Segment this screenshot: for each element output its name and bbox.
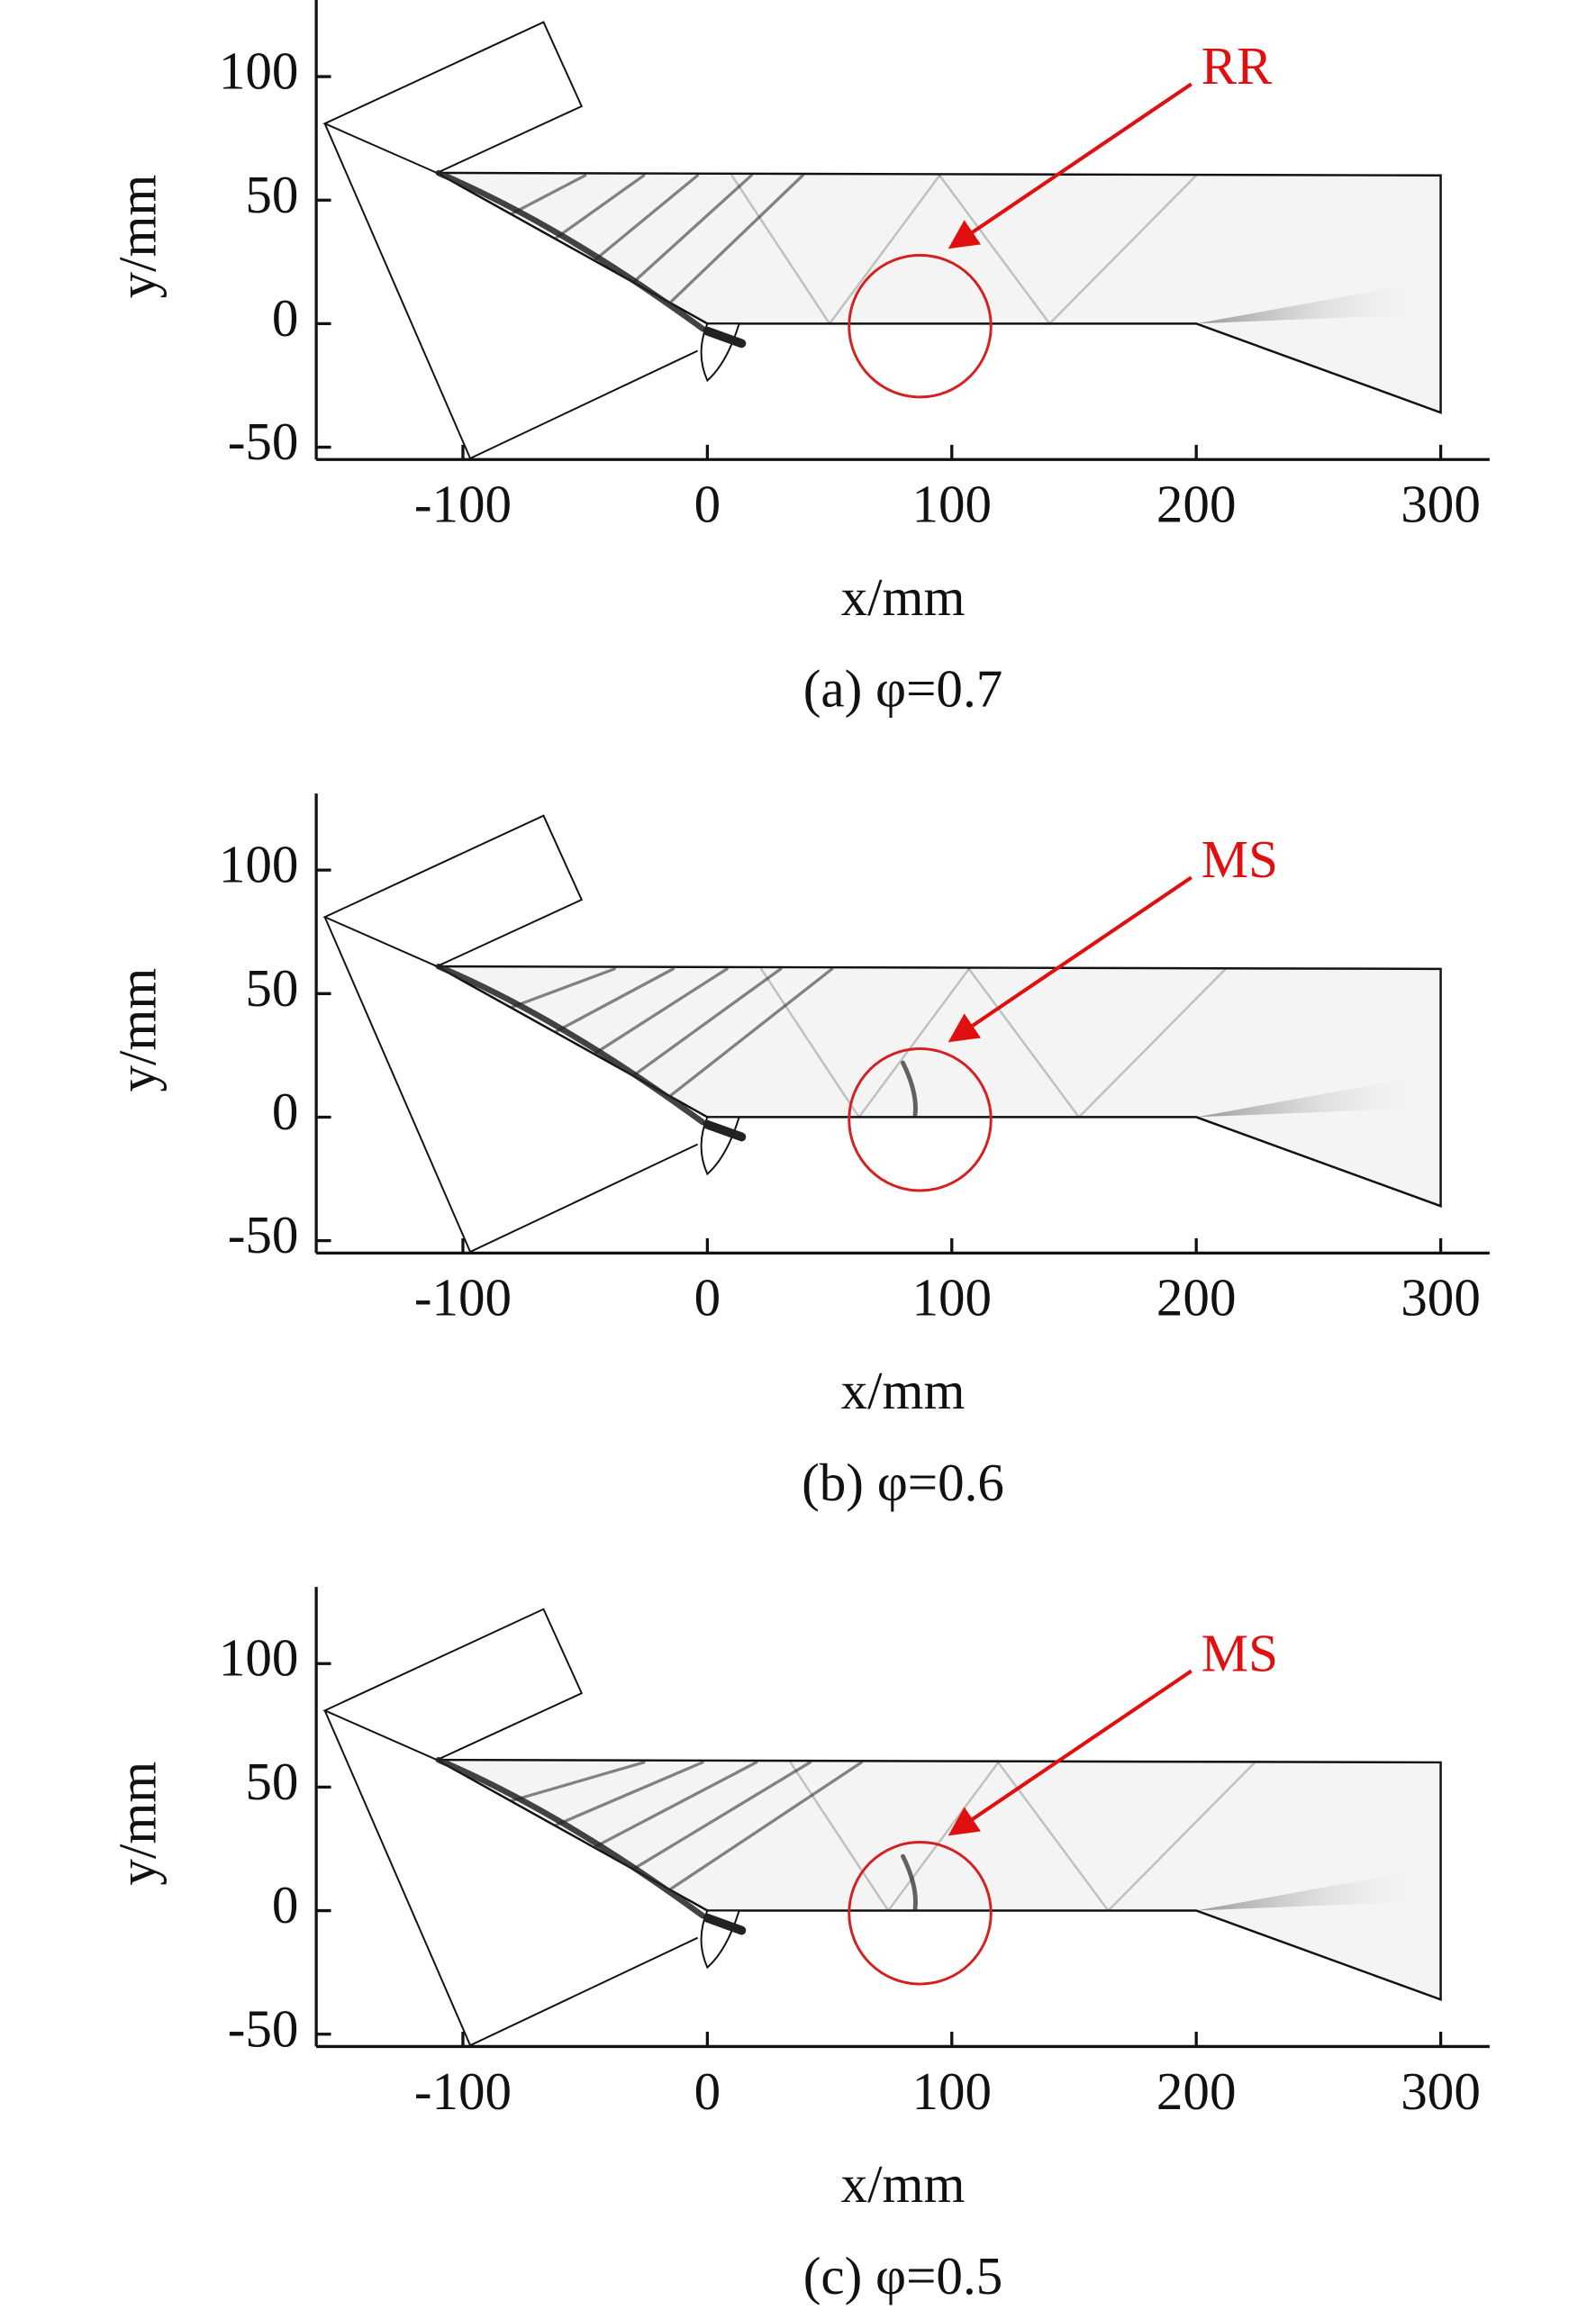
channel [432, 965, 1442, 1208]
x-tick-label: 100 [911, 1268, 992, 1327]
ramp-shock [435, 169, 706, 332]
reflected-shock [632, 967, 783, 1077]
y-tick-label: 100 [219, 1628, 299, 1688]
x-tick-label: 300 [1401, 1268, 1481, 1327]
y-axis-label: y/mm [108, 175, 168, 299]
reflected-shock [632, 1761, 812, 1871]
x-tick-label: 300 [1401, 475, 1481, 534]
x-tick-label: -100 [414, 1268, 512, 1327]
cowl-shock [703, 1119, 747, 1142]
wave [997, 1761, 1110, 1912]
reflected-shock [593, 967, 729, 1055]
y-tick-label: -50 [228, 1998, 299, 2058]
reflected-shock [593, 174, 700, 262]
x-tick-label: -100 [414, 2061, 512, 2121]
y-tick-label: 0 [272, 1082, 299, 1141]
reflected-shock [669, 174, 804, 304]
upper-body [322, 1608, 584, 1762]
x-tick-label: 0 [694, 1268, 721, 1327]
channel [432, 1758, 1442, 2002]
cowl-shock [703, 326, 747, 349]
reflected-shock [632, 174, 753, 284]
highlight-circle [848, 1046, 993, 1192]
mach-stem [901, 1060, 918, 1118]
ramp-shock [435, 963, 706, 1126]
y-axis-label: y/mm [108, 968, 168, 1092]
y-tick-label: -50 [228, 412, 299, 471]
y-tick-label: 0 [272, 1875, 299, 1934]
y-tick-label: 100 [219, 835, 299, 894]
x-tick-label: 300 [1401, 2061, 1481, 2121]
reflected-shock [669, 967, 834, 1098]
annotation-label: MS [1202, 829, 1278, 889]
caption: (b) φ=0.6 [802, 1453, 1004, 1512]
annotation-label: MS [1202, 1623, 1278, 1682]
y-tick-label: 0 [272, 288, 299, 348]
panel: MS -50 0 50 100 -100 0 100 200 300 x/mm y/mm (b) φ=0… [108, 793, 1490, 1512]
y-tick-label: -50 [228, 1205, 299, 1264]
wave [789, 1761, 890, 1912]
x-axis-label: x/mm [841, 567, 966, 627]
reflected-shock [510, 1761, 646, 1803]
highlight-circle [848, 253, 993, 399]
wave [730, 174, 831, 325]
panel: MS -50 0 50 100 -100 0 100 200 300 x/mm y/mm (c) φ=0… [108, 1587, 1490, 2305]
cowl-shock [703, 1913, 747, 1935]
annotation-arrow [948, 1669, 1192, 1836]
mach-stem [901, 1853, 918, 1911]
reflected-shock [554, 174, 646, 240]
reflected-shock [510, 174, 587, 215]
x-tick-label: 200 [1156, 1268, 1237, 1327]
x-tick-label: 200 [1156, 2061, 1237, 2121]
wave [828, 174, 941, 325]
reflected-shock [554, 967, 676, 1034]
wave [886, 1761, 1000, 1912]
x-tick-label: 0 [694, 475, 721, 534]
panel: RR -50 0 50 100 -100 0 100 200 300 x/mm y/mm (a) φ=0… [108, 0, 1490, 719]
wave [759, 967, 860, 1119]
caption: (a) φ=0.7 [803, 659, 1002, 719]
reflected-shock [554, 1761, 704, 1827]
annotation-arrow [948, 82, 1192, 249]
y-tick-label: 50 [245, 958, 298, 1018]
highlight-circle [848, 1841, 993, 1986]
y-tick-label: 50 [245, 165, 298, 224]
wave [1107, 1761, 1256, 1912]
wave [1077, 967, 1227, 1119]
caption: (c) φ=0.5 [803, 2246, 1002, 2305]
reflected-shock [669, 1761, 863, 1891]
upper-body [322, 21, 584, 175]
x-axis-label: x/mm [841, 2154, 966, 2214]
wave [967, 967, 1081, 1119]
y-tick-label: 50 [245, 1752, 298, 1811]
annotation-label: RR [1202, 36, 1273, 95]
y-tick-label: 100 [219, 41, 299, 101]
y-axis-label: y/mm [108, 1762, 168, 1886]
x-tick-label: 200 [1156, 475, 1237, 534]
x-tick-label: 100 [911, 2061, 992, 2121]
wave [938, 174, 1051, 325]
annotation-arrow [948, 875, 1192, 1043]
x-tick-label: 100 [911, 475, 992, 534]
wave [1048, 174, 1198, 325]
upper-body [322, 814, 584, 968]
wave [857, 967, 971, 1119]
x-tick-label: 0 [694, 2061, 721, 2121]
reflected-shock [510, 967, 616, 1010]
channel [432, 171, 1442, 414]
ramp-shock [435, 1756, 706, 1919]
x-axis-label: x/mm [841, 1361, 966, 1420]
x-tick-label: -100 [414, 475, 512, 534]
reflected-shock [593, 1761, 758, 1849]
